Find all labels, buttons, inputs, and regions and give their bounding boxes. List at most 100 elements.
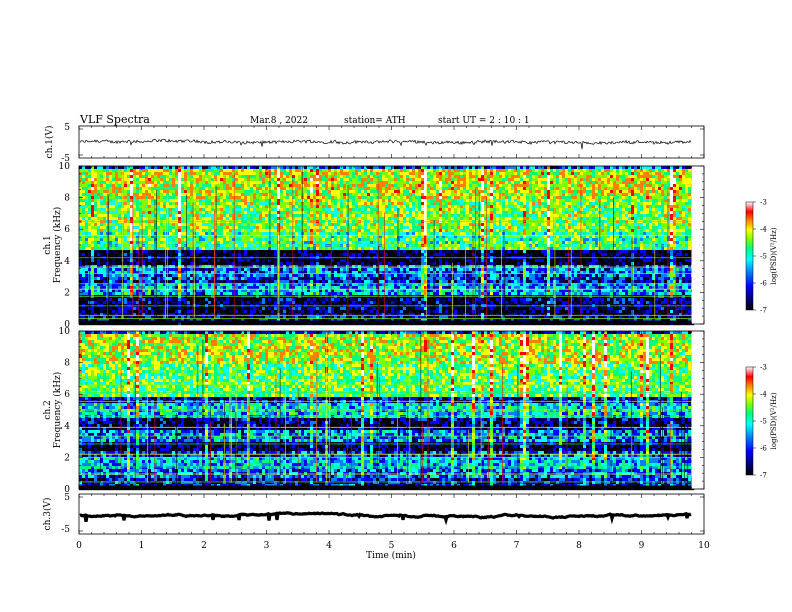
spectrogram-cell: [103, 292, 106, 295]
spectrogram-cell: [112, 187, 115, 190]
spectrogram-cell: [124, 277, 127, 280]
spectrogram-cell: [118, 247, 121, 250]
spectrogram-cell: [148, 301, 151, 304]
spectrogram-cell: [148, 169, 151, 172]
spectrogram-cell: [115, 310, 118, 313]
spectrogram-cell: [139, 253, 142, 256]
spectrogram-cell: [79, 208, 82, 211]
spectrogram-cell: [91, 169, 94, 172]
spectrogram-cell: [115, 169, 118, 172]
spectrogram-cell: [106, 184, 109, 187]
spectrogram-cell: [118, 208, 121, 211]
spectrogram-cell: [91, 226, 94, 229]
spectrogram-cell: [145, 277, 148, 280]
spectrogram-cell: [79, 193, 82, 196]
spectrogram-cell: [115, 286, 118, 289]
spectrogram-cell: [82, 277, 85, 280]
spectrogram-cell: [85, 181, 88, 184]
spectrogram-cell: [97, 199, 100, 202]
spectrogram-cell: [133, 214, 136, 217]
spectrogram-cell: [91, 205, 94, 208]
spectrogram-cell: [106, 175, 109, 178]
spectrogram-cell: [97, 250, 100, 253]
spectrogram-cell: [145, 250, 148, 253]
spectrogram-cell: [103, 205, 106, 208]
spectrogram-cell: [112, 184, 115, 187]
spectrogram-cell: [145, 229, 148, 232]
spectrogram-cell: [94, 286, 97, 289]
spectrogram-cell: [94, 184, 97, 187]
spectrogram-cell: [145, 208, 148, 211]
spectrogram-cell: [118, 253, 121, 256]
spectrogram-cell: [112, 205, 115, 208]
spectrogram-cell: [118, 268, 121, 271]
spectrogram-cell: [139, 205, 142, 208]
spectrogram-cell: [109, 175, 112, 178]
spectrogram-cell: [103, 265, 106, 268]
spectrogram-cell: [100, 202, 103, 205]
spectrogram-cell: [103, 223, 106, 226]
spectrogram-cell: [109, 196, 112, 199]
spectrogram-cell: [124, 241, 127, 244]
spectrogram-cell: [85, 277, 88, 280]
spectrogram-cell: [130, 190, 133, 193]
spectrogram-cell: [97, 262, 100, 265]
spectrogram-cell: [133, 184, 136, 187]
spectrogram-cell: [91, 184, 94, 187]
spectrogram-cell: [118, 193, 121, 196]
spectrogram-cell: [124, 193, 127, 196]
spectrogram-cell: [109, 292, 112, 295]
spectrogram-cell: [94, 205, 97, 208]
spectrogram-cell: [91, 193, 94, 196]
spectrogram-cell: [100, 184, 103, 187]
spectrogram-cell: [112, 169, 115, 172]
spectrogram-cell: [85, 301, 88, 304]
spectrogram-cell: [100, 217, 103, 220]
spectrogram-cell: [115, 196, 118, 199]
spectrogram-cell: [115, 268, 118, 271]
spectrogram-cell: [79, 223, 82, 226]
spectrogram-cell: [136, 214, 139, 217]
spectrogram-cell: [124, 169, 127, 172]
spectrogram-cell: [85, 196, 88, 199]
spectrogram-cell: [124, 175, 127, 178]
spectrogram-cell: [82, 268, 85, 271]
spectrogram-cell: [94, 232, 97, 235]
spectrogram-cell: [103, 217, 106, 220]
spectrogram-cell: [106, 178, 109, 181]
spectrogram-cell: [79, 217, 82, 220]
spectrogram-cell: [133, 229, 136, 232]
spectrogram-cell: [97, 310, 100, 313]
spectrogram-cell: [115, 292, 118, 295]
spectrogram-cell: [142, 172, 145, 175]
spectrogram-cell: [133, 298, 136, 301]
spectrogram-cell: [136, 181, 139, 184]
spectrogram-cell: [109, 280, 112, 283]
spectrogram-cell: [85, 280, 88, 283]
spectrogram-cell: [91, 259, 94, 262]
spectrogram-cell: [106, 187, 109, 190]
spectrogram-cell: [145, 211, 148, 214]
spectrogram-cell: [82, 166, 85, 169]
spectrogram-cell: [88, 232, 91, 235]
spectrogram-cell: [148, 277, 151, 280]
spectrogram-cell: [145, 301, 148, 304]
spectrogram-cell: [94, 202, 97, 205]
spectrogram-cell: [127, 280, 130, 283]
spectrogram-cell: [91, 229, 94, 232]
spectrogram-cell: [142, 175, 145, 178]
spectrogram-cell: [109, 202, 112, 205]
spectrogram-cell: [127, 310, 130, 313]
spectrogram-cell: [79, 307, 82, 310]
spectrogram-cell: [109, 268, 112, 271]
spectrogram-cell: [145, 202, 148, 205]
spectrogram-cell: [103, 208, 106, 211]
spectrogram-cell: [118, 259, 121, 262]
spectrogram-cell: [148, 274, 151, 277]
spectrogram-cell: [91, 301, 94, 304]
spectrogram-cell: [148, 196, 151, 199]
spectrogram-cell: [118, 178, 121, 181]
spectrogram-cell: [115, 241, 118, 244]
spectrogram-cell: [124, 181, 127, 184]
spectrogram-cell: [136, 223, 139, 226]
